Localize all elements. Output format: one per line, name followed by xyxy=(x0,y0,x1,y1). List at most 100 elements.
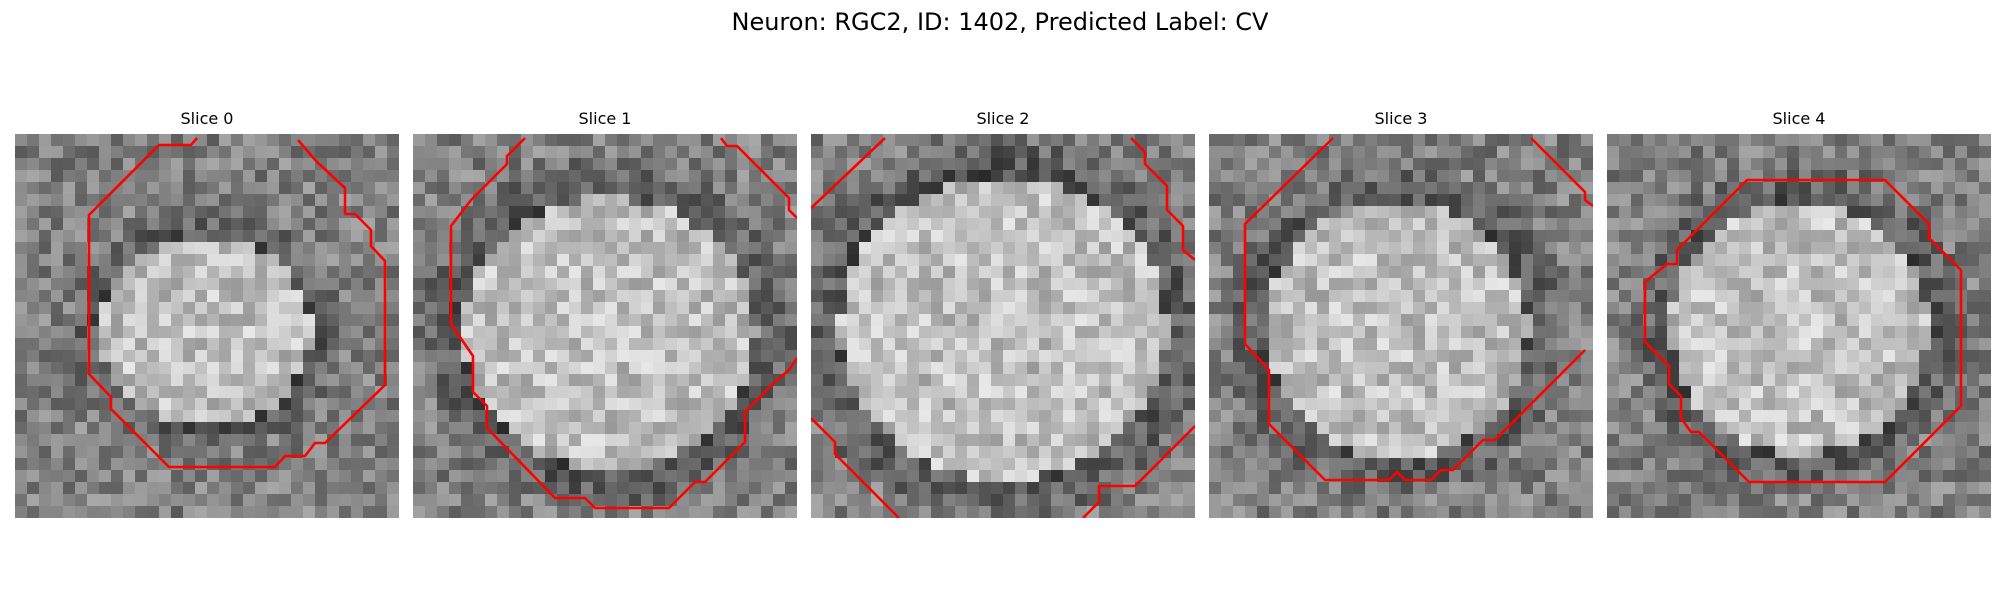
pixel xyxy=(1823,218,1836,231)
pixel xyxy=(461,158,474,171)
pixel xyxy=(557,494,570,507)
pixel xyxy=(1739,158,1752,171)
pixel xyxy=(1545,206,1558,219)
pixel xyxy=(1763,254,1776,267)
pixel xyxy=(991,446,1004,459)
pixel xyxy=(677,218,690,231)
pixel xyxy=(135,506,148,518)
pixel xyxy=(425,374,438,387)
pixel xyxy=(773,290,786,303)
pixel xyxy=(1907,374,1920,387)
pixel xyxy=(1123,422,1136,435)
pixel xyxy=(231,158,244,171)
pixel xyxy=(907,386,920,399)
pixel xyxy=(111,446,124,459)
pixel xyxy=(1147,254,1160,267)
pixel xyxy=(1775,134,1788,147)
pixel xyxy=(895,350,908,363)
pixel xyxy=(231,314,244,327)
pixel xyxy=(231,278,244,291)
pixel xyxy=(1015,350,1028,363)
pixel xyxy=(701,434,714,447)
pixel xyxy=(171,158,184,171)
pixel xyxy=(725,506,738,518)
pixel xyxy=(1449,158,1462,171)
pixel xyxy=(1209,398,1222,411)
pixel xyxy=(255,230,268,243)
pixel xyxy=(51,494,64,507)
pixel xyxy=(737,254,750,267)
pixel xyxy=(437,422,450,435)
pixel xyxy=(1485,338,1498,351)
pixel xyxy=(219,254,232,267)
pixel xyxy=(183,446,196,459)
pixel xyxy=(1811,266,1824,279)
pixel xyxy=(1353,206,1366,219)
pixel xyxy=(1039,326,1052,339)
pixel xyxy=(1667,422,1680,435)
pixel xyxy=(1147,182,1160,195)
pixel xyxy=(1159,446,1172,459)
pixel xyxy=(1485,290,1498,303)
pixel xyxy=(1063,302,1076,315)
pixel xyxy=(1003,194,1016,207)
pixel xyxy=(231,290,244,303)
pixel xyxy=(605,158,618,171)
pixel xyxy=(339,446,352,459)
pixel xyxy=(1437,218,1450,231)
pixel xyxy=(509,398,522,411)
pixel xyxy=(1281,434,1294,447)
pixel xyxy=(1099,302,1112,315)
pixel xyxy=(1099,458,1112,471)
pixel xyxy=(871,242,884,255)
pixel xyxy=(653,434,666,447)
pixel xyxy=(1015,446,1028,459)
pixel xyxy=(183,266,196,279)
pixel xyxy=(1545,182,1558,195)
pixel xyxy=(473,242,486,255)
pixel xyxy=(1799,338,1812,351)
pixel xyxy=(1245,386,1258,399)
pixel xyxy=(1245,278,1258,291)
pixel xyxy=(135,338,148,351)
pixel xyxy=(425,266,438,279)
pixel xyxy=(1787,410,1800,423)
pixel xyxy=(1883,194,1896,207)
pixel xyxy=(243,158,256,171)
pixel xyxy=(159,422,172,435)
pixel xyxy=(1883,290,1896,303)
pixel xyxy=(761,182,774,195)
pixel xyxy=(1619,398,1632,411)
pixel xyxy=(835,494,848,507)
pixel xyxy=(1377,434,1390,447)
pixel xyxy=(1111,302,1124,315)
pixel xyxy=(219,374,232,387)
pixel xyxy=(1775,290,1788,303)
pixel xyxy=(1027,326,1040,339)
pixel xyxy=(387,230,399,243)
pixel xyxy=(315,482,328,495)
pixel xyxy=(1967,242,1980,255)
pixel xyxy=(473,290,486,303)
pixel xyxy=(1281,482,1294,495)
pixel xyxy=(1679,290,1692,303)
pixel xyxy=(1871,398,1884,411)
pixel xyxy=(1691,374,1704,387)
pixel xyxy=(1461,386,1474,399)
pixel xyxy=(1811,398,1824,411)
pixel xyxy=(557,350,570,363)
pixel xyxy=(665,182,678,195)
pixel xyxy=(63,398,76,411)
pixel xyxy=(1895,434,1908,447)
pixel xyxy=(339,482,352,495)
pixel xyxy=(27,242,40,255)
pixel xyxy=(1015,458,1028,471)
pixel xyxy=(219,494,232,507)
pixel xyxy=(773,398,786,411)
pixel xyxy=(1727,146,1740,159)
pixel xyxy=(1581,374,1593,387)
pixel xyxy=(339,290,352,303)
pixel xyxy=(1015,206,1028,219)
pixel xyxy=(413,434,426,447)
pixel xyxy=(1859,302,1872,315)
